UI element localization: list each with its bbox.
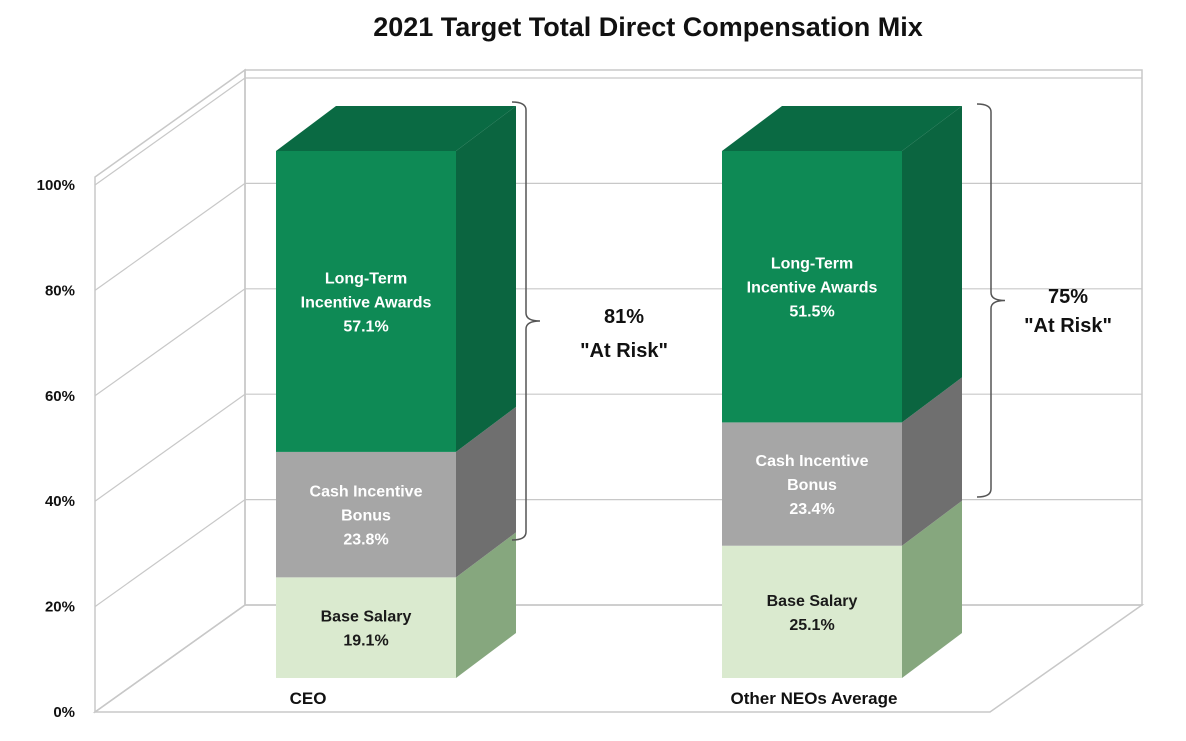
bar-base-salary-ceo (276, 577, 456, 678)
data-label-line: Base Salary (321, 609, 412, 626)
side-wall (94, 68, 246, 714)
bar-base-salary-other-neos-average (722, 545, 902, 678)
gridline-side (94, 499, 246, 608)
gridline-side (94, 182, 246, 291)
at-risk-text-other-neos-average: "At Risk" (1024, 315, 1112, 337)
at-risk-percent-other-neos-average: 75% (1048, 286, 1088, 308)
category-label-ceo: CEO (290, 689, 327, 708)
data-label-line: Long-Term (771, 256, 853, 273)
data-label-line: 23.4% (789, 501, 834, 518)
data-label-line: Long-Term (325, 270, 407, 287)
data-label-line: Cash Incentive (756, 453, 869, 470)
y-tick-label: 0% (53, 704, 75, 721)
bar-side-base-salary-ceo (456, 532, 516, 678)
data-label-line: Bonus (341, 508, 391, 525)
gridline-side (94, 288, 246, 397)
data-label-line: Cash Incentive (310, 484, 423, 501)
gridline-side (94, 393, 246, 502)
gridline-side (94, 77, 246, 186)
y-tick-label: 40% (45, 493, 75, 510)
y-tick-label: 20% (45, 599, 75, 616)
at-risk-brace-other-neos-average (976, 103, 1006, 498)
bar-long-term-incentive-awards-ceo (276, 151, 456, 452)
bar-side-long-term-incentive-awards-other-neos-average (902, 106, 962, 423)
chart-walls (92, 68, 1145, 714)
data-label-line: Incentive Awards (301, 294, 432, 311)
bar-top-ceo (276, 106, 516, 151)
bar-cash-incentive-bonus-other-neos-average (722, 422, 902, 546)
x-axis-categories: CEO Other NEOs Average (290, 689, 898, 708)
data-label-long-term-incentive-awards-other-neos-average: Long-Term Incentive Awards 51.5% (747, 256, 878, 321)
data-label-line: Incentive Awards (747, 280, 878, 297)
y-axis-ticks: 0% 20% 40% 60% 80% 100% (37, 177, 75, 721)
data-label-line: Base Salary (767, 593, 858, 610)
at-risk-text-ceo: "At Risk" (580, 340, 668, 362)
bar-long-term-incentive-awards-other-neos-average (722, 151, 902, 423)
floor (92, 604, 1145, 713)
data-label-base-salary-ceo: Base Salary 19.1% (321, 609, 412, 650)
bar-cash-incentive-bonus-ceo (276, 451, 456, 578)
data-label-long-term-incentive-awards-ceo: Long-Term Incentive Awards 57.1% (301, 270, 432, 335)
at-risk-annotations: 81% "At Risk" 75% "At Risk" (511, 101, 1112, 541)
bars: Base Salary 19.1% Cash Incentive Bonus 23.8%… (276, 106, 962, 678)
y-tick-label: 60% (45, 388, 75, 405)
data-label-line: 25.1% (789, 617, 834, 634)
data-label-line: 51.5% (789, 304, 834, 321)
bar-top-other-neos-average (722, 106, 962, 151)
data-label-cash-incentive-bonus-other-neos-average: Cash Incentive Bonus 23.4% (756, 453, 869, 518)
bar-side-cash-incentive-bonus-other-neos-average (902, 377, 962, 546)
at-risk-percent-ceo: 81% (604, 306, 644, 328)
data-label-line: 19.1% (343, 633, 388, 650)
bar-side-base-salary-other-neos-average (902, 500, 962, 678)
chart-title: 2021 Target Total Direct Compensation Mi… (373, 12, 923, 42)
data-label-line: 57.1% (343, 318, 388, 335)
bar-side-cash-incentive-bonus-ceo (456, 406, 516, 578)
category-label-other-neos-average: Other NEOs Average (731, 689, 898, 708)
y-tick-label: 100% (37, 177, 75, 194)
data-label-base-salary-other-neos-average: Base Salary 25.1% (767, 593, 858, 634)
bar-side-long-term-incentive-awards-ceo (456, 106, 516, 452)
data-label-cash-incentive-bonus-ceo: Cash Incentive Bonus 23.8% (310, 484, 423, 549)
data-label-line: Bonus (787, 477, 837, 494)
data-label-line: 23.8% (343, 532, 388, 549)
at-risk-brace-ceo (511, 101, 541, 541)
y-tick-label: 80% (45, 282, 75, 299)
